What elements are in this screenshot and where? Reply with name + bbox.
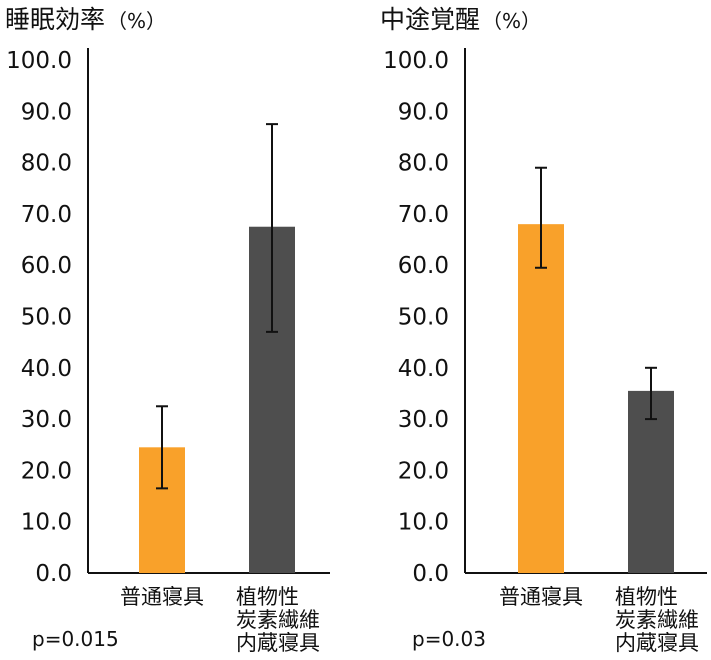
x-category-label: 炭素繊維 [236, 608, 320, 632]
y-tick-label: 30.0 [21, 407, 72, 433]
y-tick-label: 50.0 [21, 305, 72, 331]
y-tick-label: 100.0 [383, 48, 449, 74]
y-tick-label: 100.0 [6, 48, 72, 74]
x-category-label: 内蔵寝具 [615, 631, 699, 655]
chart-title: 中途覚醒 （%） [380, 5, 541, 34]
y-tick-label: 10.0 [398, 510, 449, 536]
y-tick-label: 80.0 [398, 151, 449, 177]
p-value-label: p=0.015 [32, 627, 119, 651]
chart-unit: （%） [482, 9, 541, 33]
y-tick-label: 0.0 [35, 561, 72, 587]
y-tick-label: 60.0 [398, 253, 449, 279]
x-category-label: 植物性 [236, 585, 299, 609]
x-category-label: 植物性 [615, 585, 678, 609]
x-category-label: 普通寝具 [499, 585, 583, 609]
y-tick-label: 20.0 [21, 458, 72, 484]
y-tick-label: 90.0 [398, 99, 449, 125]
y-tick-label: 30.0 [398, 407, 449, 433]
y-tick-label: 60.0 [21, 253, 72, 279]
y-tick-label: 0.0 [412, 561, 449, 587]
x-category-label: 炭素繊維 [615, 608, 699, 632]
p-value-label: p=0.03 [412, 627, 486, 651]
chart-panel-2: 中途覚醒 （%） 0.0 10.0 20.0 30.0 40.0 50.0 60.0 70.0 80… [380, 5, 707, 655]
x-category-label: 内蔵寝具 [236, 631, 320, 655]
bar [518, 224, 564, 573]
y-tick-label: 70.0 [398, 202, 449, 228]
chart-unit: （%） [107, 9, 166, 33]
chart-title: 睡眠効率 （%） [5, 5, 166, 34]
y-tick-label: 20.0 [398, 458, 449, 484]
y-tick-label: 40.0 [398, 356, 449, 382]
chart-panel-1: 睡眠効率 （%） 0.0 10.0 20.0 30.0 40.0 50.0 60.0 70.0 80… [5, 5, 330, 655]
x-category-label: 普通寝具 [120, 585, 204, 609]
y-tick-label: 40.0 [21, 356, 72, 382]
y-tick-label: 90.0 [21, 99, 72, 125]
bar [628, 390, 674, 573]
y-tick-label: 80.0 [21, 151, 72, 177]
y-tick-label: 70.0 [21, 202, 72, 228]
y-tick-label: 50.0 [398, 305, 449, 331]
y-tick-label: 10.0 [21, 510, 72, 536]
